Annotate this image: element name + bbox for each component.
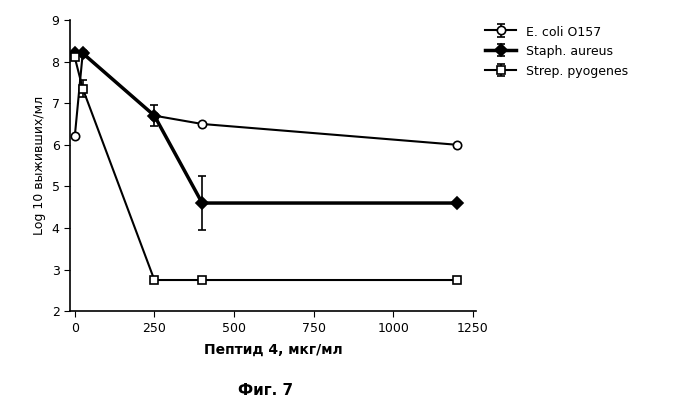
Text: Фиг. 7: Фиг. 7 — [239, 383, 293, 398]
Y-axis label: Log 10 выживших/мл: Log 10 выживших/мл — [33, 96, 46, 235]
Legend: E. coli O157, Staph. aureus, Strep. pyogenes: E. coli O157, Staph. aureus, Strep. pyog… — [480, 20, 634, 83]
X-axis label: Пептид 4, мкг/мл: Пептид 4, мкг/мл — [204, 343, 342, 357]
